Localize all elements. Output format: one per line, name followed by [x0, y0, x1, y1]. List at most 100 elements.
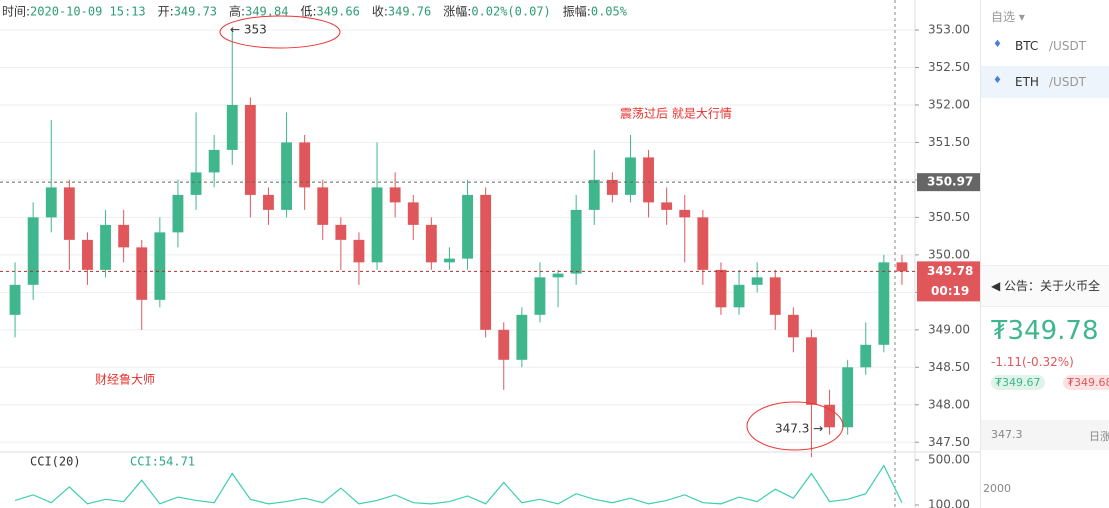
info-value: 349.84 [245, 5, 288, 19]
candle-body [226, 104, 238, 150]
y-tick-label: 100.00 [928, 497, 970, 508]
candle-body [462, 194, 473, 259]
candle-body [751, 277, 763, 285]
info-label: 高: [229, 4, 245, 19]
candle-body [625, 157, 636, 195]
annotation: 震荡过后 就是大行情 [620, 107, 732, 121]
y-tick-label: 352.00 [928, 97, 970, 111]
candle-body [208, 149, 220, 173]
candle-body [45, 187, 57, 218]
candle-body [9, 284, 21, 315]
pair-row[interactable]: ♦ BTC/USDT [981, 34, 1109, 60]
candle-body [244, 104, 256, 195]
pair-base: ETH [1015, 75, 1039, 89]
candle-body [480, 194, 492, 330]
icon: ♦ [993, 75, 1002, 86]
candle-body [679, 209, 691, 218]
candle-body [444, 258, 455, 263]
candle-body [281, 142, 292, 210]
ask: ₮349.68 [1063, 375, 1109, 390]
info-label: 开: [158, 5, 174, 19]
info-value: 2020-10-09 15:13 [30, 5, 146, 19]
low: 347.3 [991, 428, 1023, 441]
indicator-value: CCI:54.71 [130, 455, 195, 469]
pair-row[interactable]: ♦ ETH/USDT [981, 66, 1109, 98]
candle-body [552, 273, 564, 278]
candle-body [842, 367, 854, 428]
candle-body [263, 194, 274, 210]
info-label: 涨幅: [443, 4, 471, 19]
candle-body [733, 284, 745, 308]
price: ₮349.78 [991, 316, 1099, 346]
y-tick-label: 350.50 [928, 210, 970, 224]
speaker: ◀ [991, 279, 1005, 293]
y-tick-label: 348.50 [928, 360, 970, 374]
chart: 347.50348.00348.50349.00349.50350.00350.… [0, 0, 980, 508]
y-tick-label: 349.00 [928, 322, 970, 336]
pair-quote: /USDT [1049, 75, 1087, 89]
candle-body [606, 179, 618, 195]
candle-body [498, 329, 510, 360]
notice: ◀ 公告：关于火币全 [991, 277, 1100, 294]
axis-bg [915, 0, 980, 508]
marker-box [917, 173, 980, 192]
candle-body [715, 269, 727, 308]
info-label: 收: [372, 5, 388, 19]
y-tick-label: 350.00 [928, 247, 970, 261]
candle-body [806, 337, 817, 405]
info-value: 349.66 [317, 5, 360, 19]
candle-body [389, 187, 401, 203]
info-value: 349.76 [388, 5, 431, 19]
low-note: 347.3 → [775, 422, 823, 436]
low-tag: 日涨 [1089, 430, 1109, 443]
candle-body [534, 277, 546, 315]
candle-body [154, 232, 166, 300]
info-label: 低: [300, 5, 316, 19]
pair-quote: /USDT [1049, 39, 1087, 53]
last-price-box [917, 261, 980, 302]
stats-bg: 347.3 日涨 [981, 420, 1109, 450]
vol: 2000 [983, 482, 1011, 495]
change: -1.11(-0.32%) [991, 355, 1074, 369]
pair-base: BTC [1015, 39, 1039, 53]
info-label: 时间: [2, 5, 30, 19]
high-note: ← 353 [230, 23, 267, 37]
note-ring [746, 401, 844, 451]
tab[interactable]: 自选 ▾ [991, 10, 1025, 24]
icon: ♦ [993, 39, 1002, 50]
candle-body [335, 224, 347, 240]
candle-body [371, 187, 383, 263]
annotation: 财经鲁大师 [95, 373, 155, 387]
candle-body [787, 314, 799, 338]
notice-bar[interactable]: ◀ 公告：关于火币全 [981, 265, 1109, 307]
candle-body [661, 202, 673, 210]
y-tick-label: 347.50 [928, 435, 970, 449]
info-value: 0.02%(0.07) [471, 5, 550, 19]
candle-body [353, 239, 365, 263]
candle-body [136, 247, 148, 300]
candle-body [172, 194, 184, 233]
info-value: 349.73 [174, 5, 217, 19]
note-ring [219, 15, 341, 49]
candle-body [118, 224, 130, 248]
candle-body [697, 217, 709, 270]
candle-body [407, 202, 419, 225]
candle-body [317, 187, 329, 225]
info-label: 振幅: [563, 4, 591, 19]
last-price-label: 349.78 [927, 264, 973, 278]
candle-body [588, 179, 600, 210]
candle-body [63, 187, 75, 240]
candle-body [896, 262, 908, 272]
candle-body [824, 404, 835, 428]
y-tick-label: 348.00 [928, 397, 970, 411]
sidebar: 自选 ▾ ♦ BTC/USDT ♦ ETH/USDT ◀ 公告：关于火币全 ₮349… [980, 0, 1109, 508]
candle-body [190, 172, 202, 195]
countdown: 00:19 [931, 284, 969, 298]
y-tick-label: 351.50 [928, 135, 970, 149]
candle-body [570, 209, 582, 274]
indicator-name: CCI(20) [30, 455, 81, 469]
candle-body [878, 262, 890, 345]
cci-line [14, 464, 903, 505]
candle-body [100, 224, 111, 270]
